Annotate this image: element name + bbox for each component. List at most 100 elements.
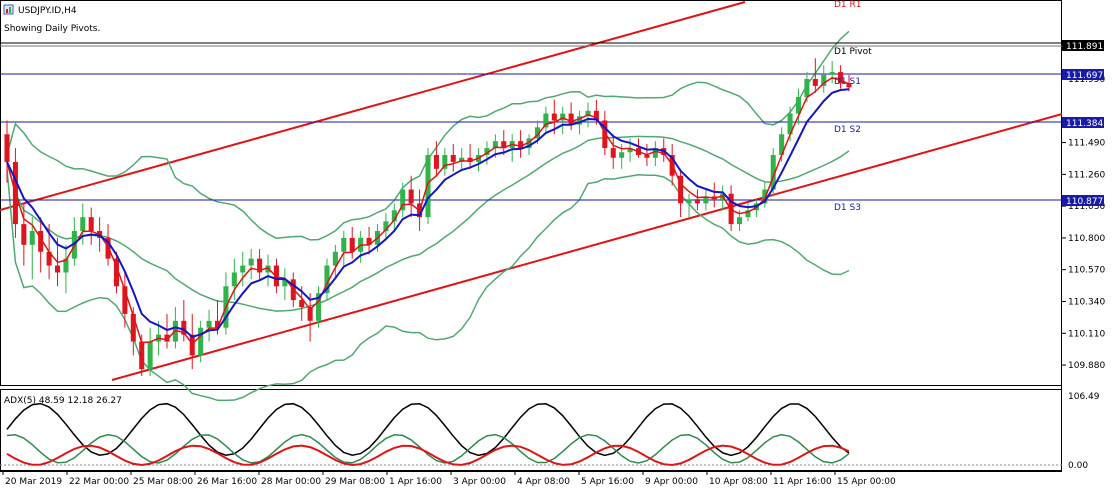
pivot-lines xyxy=(0,42,1062,201)
candle-body xyxy=(518,141,524,149)
candle-body xyxy=(21,224,27,245)
candle-body xyxy=(391,210,397,222)
time-axis-label: 25 Mar 08:00 xyxy=(133,477,193,487)
candle-body xyxy=(770,155,776,190)
candle-body xyxy=(113,258,119,287)
svg-text:111.384: 111.384 xyxy=(1066,119,1103,129)
candle-body xyxy=(585,110,591,117)
candle-body xyxy=(433,155,439,169)
time-axis-label: 11 Apr 16:00 xyxy=(773,477,832,487)
price-scale-label: 110.800 xyxy=(1068,234,1105,244)
candle-body xyxy=(602,120,608,149)
candle-body xyxy=(551,113,557,121)
time-axis-label: 20 Mar 2019 xyxy=(5,477,62,487)
time-axis-label: 28 Mar 00:00 xyxy=(261,477,321,487)
svg-text:111.697: 111.697 xyxy=(1066,71,1103,81)
candle-body xyxy=(189,334,195,356)
candle-body xyxy=(484,148,490,155)
candle-body xyxy=(383,221,389,231)
svg-text:110.877: 110.877 xyxy=(1066,197,1103,207)
candle-body xyxy=(400,189,406,211)
candle-body xyxy=(694,199,700,204)
candle-body xyxy=(29,231,35,245)
candle-body xyxy=(534,127,540,139)
candle-body xyxy=(442,155,448,169)
candle-body xyxy=(4,134,10,162)
candle-body xyxy=(619,152,625,158)
candle-body xyxy=(341,237,347,252)
candle-body xyxy=(703,196,709,204)
candle-body xyxy=(324,265,330,294)
time-axis-label: 26 Mar 16:00 xyxy=(197,477,257,487)
candle-body xyxy=(568,113,574,125)
candle-body xyxy=(46,251,52,266)
candle-body xyxy=(181,320,187,335)
candle-body xyxy=(577,116,583,125)
chart-window-icon[interactable] xyxy=(3,4,14,15)
candle-body xyxy=(38,231,44,252)
candle-body xyxy=(501,141,507,149)
pivot-label-s2: D1 S2 xyxy=(834,125,861,135)
candle-body xyxy=(139,341,145,370)
s2-price-tag: 111.384 xyxy=(1062,117,1104,129)
candle-body xyxy=(332,251,338,266)
price-scale-label: 110.570 xyxy=(1068,266,1105,276)
candle-body xyxy=(198,327,204,356)
candle-body xyxy=(248,258,254,266)
adx-lines xyxy=(6,402,850,467)
ma-slow-line xyxy=(6,88,850,339)
candle-body xyxy=(299,300,305,307)
ma-fast-line xyxy=(6,76,850,346)
candle-body xyxy=(273,265,279,287)
pivot-label-s1: D1 S1 xyxy=(834,77,861,87)
candle-body xyxy=(54,265,61,273)
minus-di-line xyxy=(6,444,850,467)
candle-body xyxy=(795,96,802,114)
candle-body xyxy=(762,189,768,204)
adx-main-line xyxy=(6,402,850,457)
candle-body xyxy=(459,157,465,162)
candle-body xyxy=(231,272,237,287)
candle-body xyxy=(349,237,355,252)
price-scale-label: 111.490 xyxy=(1068,139,1105,149)
current-price-tag: 111.891 xyxy=(1062,40,1104,52)
time-axis-label: 4 Apr 08:00 xyxy=(517,477,570,487)
symbol-title: USDJPY.ID,H4 xyxy=(18,6,77,16)
candle-body xyxy=(686,199,692,204)
candle-body xyxy=(812,79,818,86)
moving-averages xyxy=(6,76,850,346)
bollinger-lower xyxy=(6,168,850,402)
time-axis-label: 5 Apr 16:00 xyxy=(581,477,634,487)
price-scale-label: 109.880 xyxy=(1068,361,1105,371)
candle-body xyxy=(307,307,313,321)
candle-body xyxy=(804,79,810,97)
candle-body xyxy=(652,148,658,158)
indicator-note: Showing Daily Pivots. xyxy=(4,24,100,34)
time-axis-label: 22 Mar 00:00 xyxy=(69,477,129,487)
candle-body xyxy=(526,138,532,149)
channel-lower-line xyxy=(111,113,1063,381)
time-axis-label: 1 Apr 16:00 xyxy=(389,477,442,487)
candle-body xyxy=(644,155,650,158)
time-axis-label: 15 Apr 00:00 xyxy=(837,477,896,487)
candle-body xyxy=(80,217,86,231)
svg-text:111.891: 111.891 xyxy=(1066,42,1103,52)
candle-body xyxy=(838,72,844,84)
pivot-label-pivot: D1 Pivot xyxy=(834,47,872,57)
candle-body xyxy=(425,155,431,218)
candle-body xyxy=(206,320,212,328)
candle-body xyxy=(88,217,94,231)
candle-body xyxy=(366,237,372,245)
candle-body xyxy=(745,210,751,218)
candle-body xyxy=(467,157,473,162)
time-axis-label: 10 Apr 08:00 xyxy=(709,477,768,487)
candle-body xyxy=(408,189,414,204)
plus-di-line xyxy=(6,433,850,464)
time-axis[interactable]: 20 Mar 2019 22 Mar 00:00 25 Mar 08:00 26 Ma… xyxy=(2,471,896,487)
adx-scale-bottom: 0.00 xyxy=(1068,461,1088,471)
price-scale-label: 111.260 xyxy=(1068,170,1105,180)
adx-panel-frame xyxy=(0,389,1062,471)
price-panel-frame xyxy=(0,0,1062,386)
trend-channel xyxy=(0,1,1063,381)
